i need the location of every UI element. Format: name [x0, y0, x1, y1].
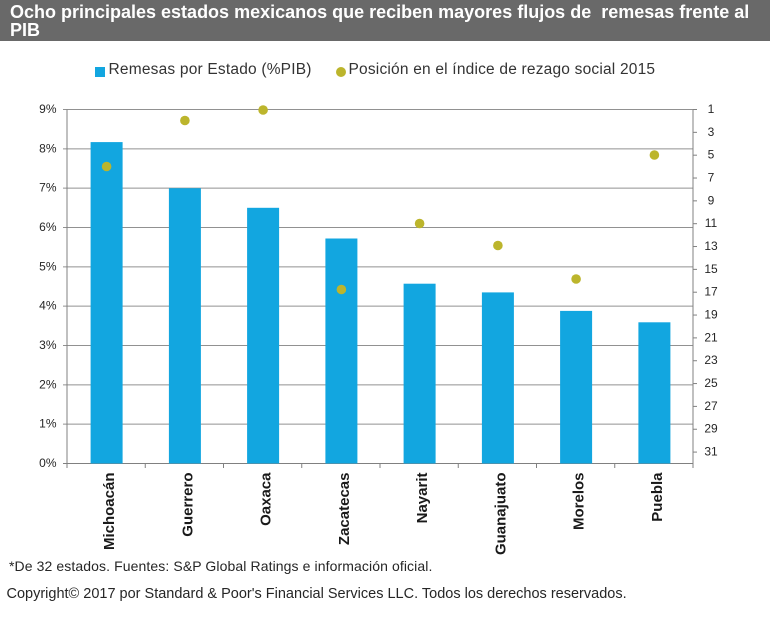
- svg-text:5%: 5%: [39, 259, 57, 273]
- svg-text:15: 15: [704, 262, 718, 276]
- svg-text:3%: 3%: [39, 338, 57, 352]
- svg-text:1%: 1%: [39, 417, 57, 431]
- svg-text:6%: 6%: [39, 220, 57, 234]
- svg-text:9: 9: [708, 193, 715, 207]
- svg-text:13: 13: [704, 239, 718, 253]
- svg-text:3: 3: [708, 125, 715, 139]
- svg-text:17: 17: [704, 285, 718, 299]
- svg-text:29: 29: [704, 422, 718, 436]
- svg-text:Morelos: Morelos: [571, 473, 588, 531]
- svg-text:31: 31: [704, 445, 718, 459]
- svg-text:7%: 7%: [39, 181, 57, 195]
- svg-text:Michoacán: Michoacán: [101, 473, 118, 551]
- svg-text:23: 23: [704, 353, 718, 367]
- svg-text:27: 27: [704, 399, 718, 413]
- svg-text:25: 25: [704, 376, 718, 390]
- svg-text:21: 21: [704, 330, 718, 344]
- svg-text:5: 5: [708, 148, 715, 162]
- svg-text:Guanajuato: Guanajuato: [492, 473, 509, 556]
- svg-text:4%: 4%: [39, 299, 57, 313]
- svg-text:0%: 0%: [39, 456, 57, 470]
- svg-text:8%: 8%: [39, 141, 57, 155]
- svg-text:1: 1: [708, 102, 715, 116]
- svg-text:Zacatecas: Zacatecas: [336, 473, 353, 546]
- svg-text:9%: 9%: [39, 102, 57, 116]
- svg-text:Guerrero: Guerrero: [179, 473, 196, 537]
- svg-text:11: 11: [705, 216, 718, 230]
- svg-text:Puebla: Puebla: [649, 472, 666, 522]
- svg-text:2%: 2%: [39, 377, 57, 391]
- svg-text:Nayarit: Nayarit: [414, 472, 431, 523]
- svg-text:7: 7: [708, 171, 715, 185]
- svg-text:Oaxaca: Oaxaca: [258, 472, 275, 526]
- svg-text:19: 19: [704, 308, 718, 322]
